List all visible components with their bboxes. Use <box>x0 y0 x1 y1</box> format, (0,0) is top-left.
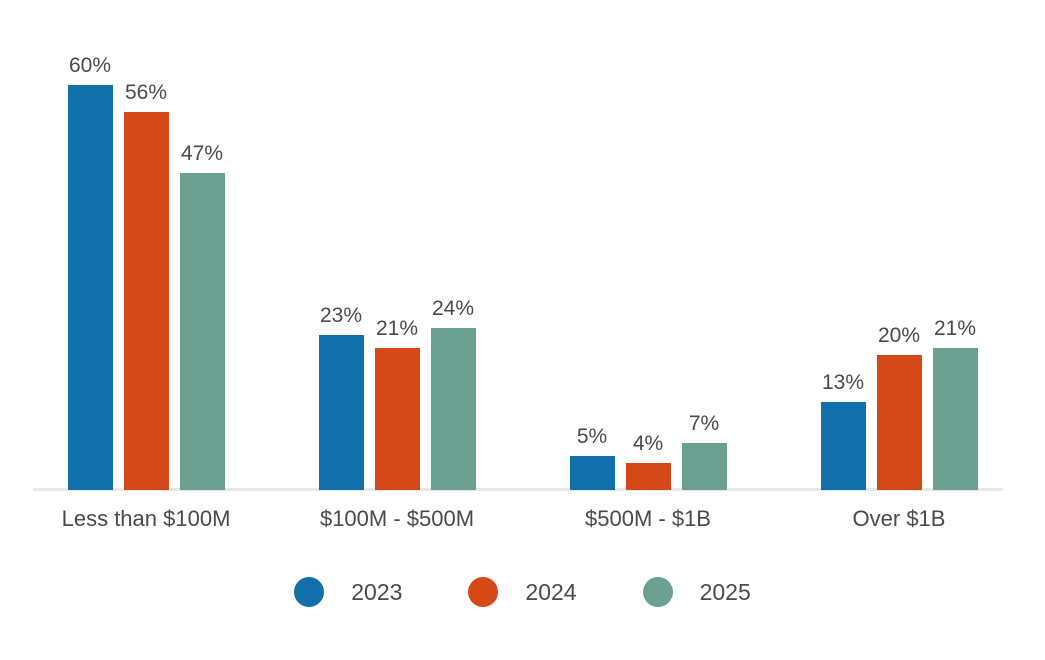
bar-group: 13% 20% 21% <box>820 317 978 490</box>
bar-value-label: 20% <box>877 324 921 347</box>
legend-item: 2024 <box>468 577 577 607</box>
bar-column: 7% <box>681 411 727 490</box>
bar-column: 56% <box>123 81 169 490</box>
bar <box>67 85 113 490</box>
bar-group: 5% 4% 7% <box>569 411 727 490</box>
bar <box>430 328 476 490</box>
legend-item: 2025 <box>642 577 751 607</box>
bar-value-label: 4% <box>632 432 664 455</box>
legend-swatch-icon <box>642 577 673 607</box>
legend-label: 2023 <box>351 579 403 605</box>
bar-value-label: 5% <box>576 425 608 449</box>
legend-label: 2024 <box>525 579 577 605</box>
x-axis-category-label: $500M - $1B <box>585 506 711 531</box>
bar-column: 23% <box>318 303 364 490</box>
bar-value-label: 21% <box>933 317 977 341</box>
bar-column: 21% <box>374 317 420 490</box>
bar-value-label: 7% <box>688 411 720 435</box>
x-axis-category-label: Over $1B <box>852 506 946 531</box>
legend-swatch-icon <box>468 577 499 607</box>
bar-value-label: 13% <box>821 371 865 395</box>
legend-label: 2025 <box>699 579 751 605</box>
bar-column: 4% <box>625 432 671 490</box>
bar-value-label: 23% <box>319 303 363 327</box>
bar-column: 47% <box>179 141 225 490</box>
bar <box>932 348 978 490</box>
bar-value-label: 24% <box>431 297 475 320</box>
bar-column: 21% <box>932 317 978 490</box>
bar <box>820 402 866 490</box>
bar-column: 24% <box>430 297 476 490</box>
legend-item: 2023 <box>294 577 402 607</box>
bar <box>318 334 364 490</box>
bar <box>569 456 615 490</box>
bar-value-label: 60% <box>68 54 112 77</box>
bar-value-label: 21% <box>375 317 419 341</box>
x-axis-category-label: $100M - $500M <box>319 506 475 531</box>
bar-value-label: 47% <box>180 141 224 165</box>
bar-column: 20% <box>876 324 922 490</box>
bar <box>374 348 420 490</box>
bar-value-label: 56% <box>124 81 168 104</box>
bar <box>625 463 671 490</box>
bar-column: 13% <box>820 371 866 490</box>
bar <box>179 172 225 490</box>
bar <box>876 355 922 490</box>
bar-column: 5% <box>569 425 615 490</box>
legend: 2023 2024 2025 <box>0 577 1045 607</box>
bar-group: 60% 56% 47% <box>67 54 225 490</box>
legend-swatch-icon <box>294 577 325 607</box>
bar <box>681 442 727 490</box>
bar <box>123 112 169 490</box>
bar-group: 23% 21% 24% <box>318 297 476 490</box>
x-axis-line <box>33 488 1003 491</box>
x-axis-category-label: Less than $100M <box>61 506 231 531</box>
bar-column: 60% <box>67 54 113 490</box>
